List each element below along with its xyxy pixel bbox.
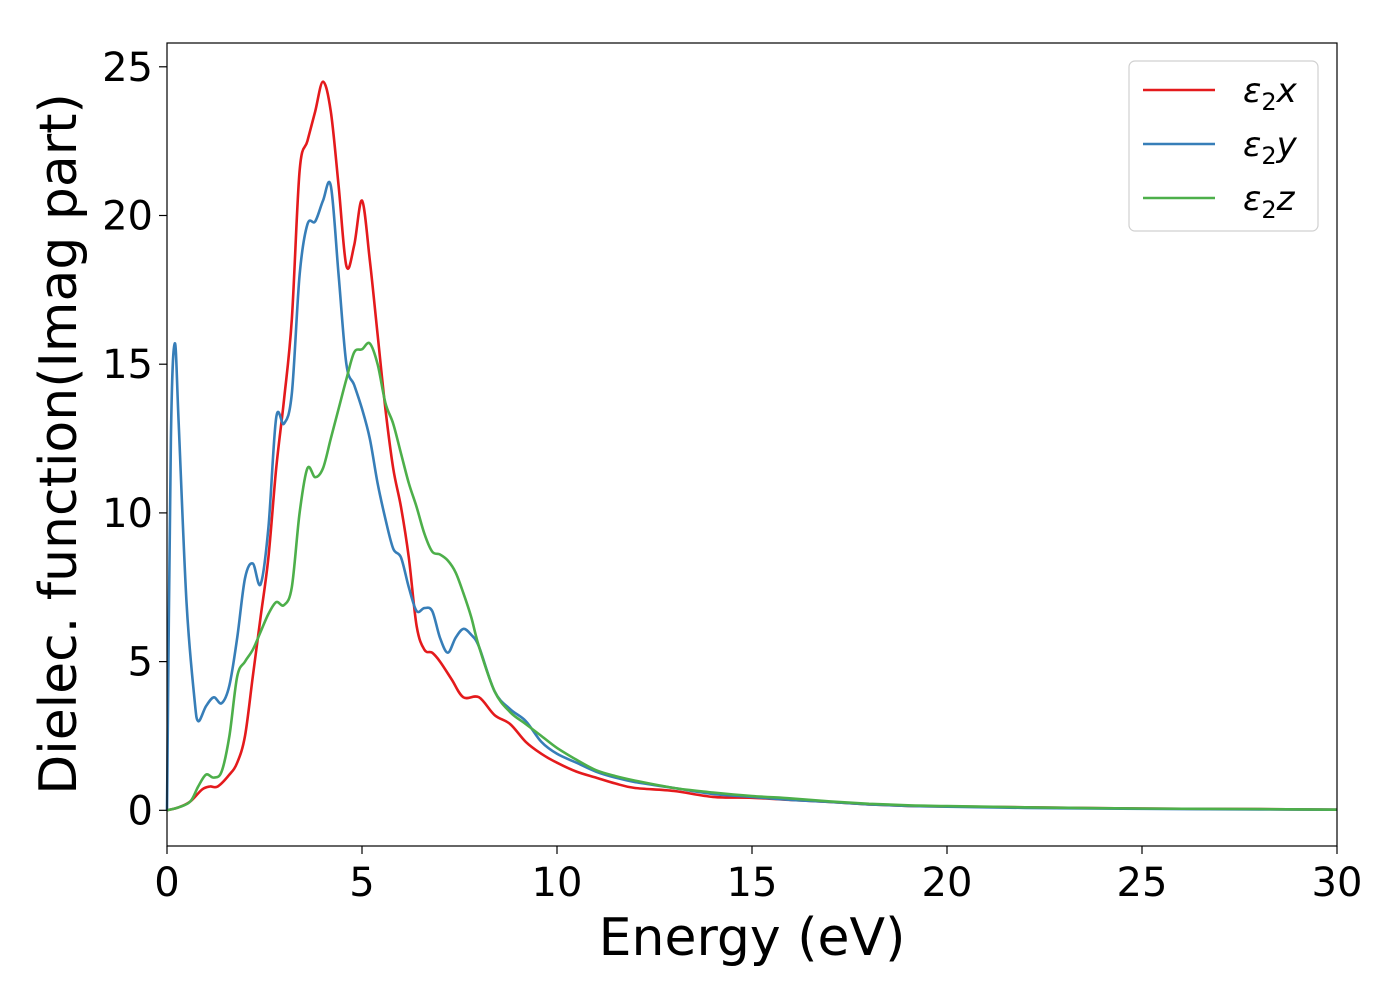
y-axis-label: Dielec. function(Imag part)	[29, 93, 89, 795]
y-tick-label: 5	[128, 640, 153, 686]
legend-label-y: ε2y	[1243, 125, 1298, 170]
x-tick-label: 30	[1312, 860, 1363, 906]
y-tick-label: 25	[102, 45, 153, 91]
x-axis-label: Energy (eV)	[599, 908, 906, 968]
x-tick-label: 0	[154, 860, 179, 906]
x-tick-label: 5	[349, 860, 374, 906]
series-line-z	[166, 341, 1338, 812]
x-tick-label: 15	[727, 860, 778, 906]
x-tick-label: 20	[922, 860, 973, 906]
x-tick-label: 10	[532, 860, 583, 906]
y-tick-label: 0	[128, 788, 153, 834]
y-tick-label: 20	[102, 193, 153, 239]
legend-label-x: ε2x	[1243, 71, 1298, 116]
series-layer	[165, 80, 1338, 812]
x-tick-label: 25	[1117, 860, 1168, 906]
y-tick-label: 15	[102, 342, 153, 388]
x-axis-ticks: 0 5 10 15 20 25 30	[154, 846, 1362, 906]
legend: ε2x ε2y ε2z	[1128, 60, 1319, 232]
y-axis-ticks: 0 5 10 15 20 25	[102, 45, 167, 834]
legend-box	[1128, 60, 1319, 232]
legend-label-z: ε2z	[1243, 179, 1296, 224]
y-tick-label: 10	[102, 491, 153, 537]
